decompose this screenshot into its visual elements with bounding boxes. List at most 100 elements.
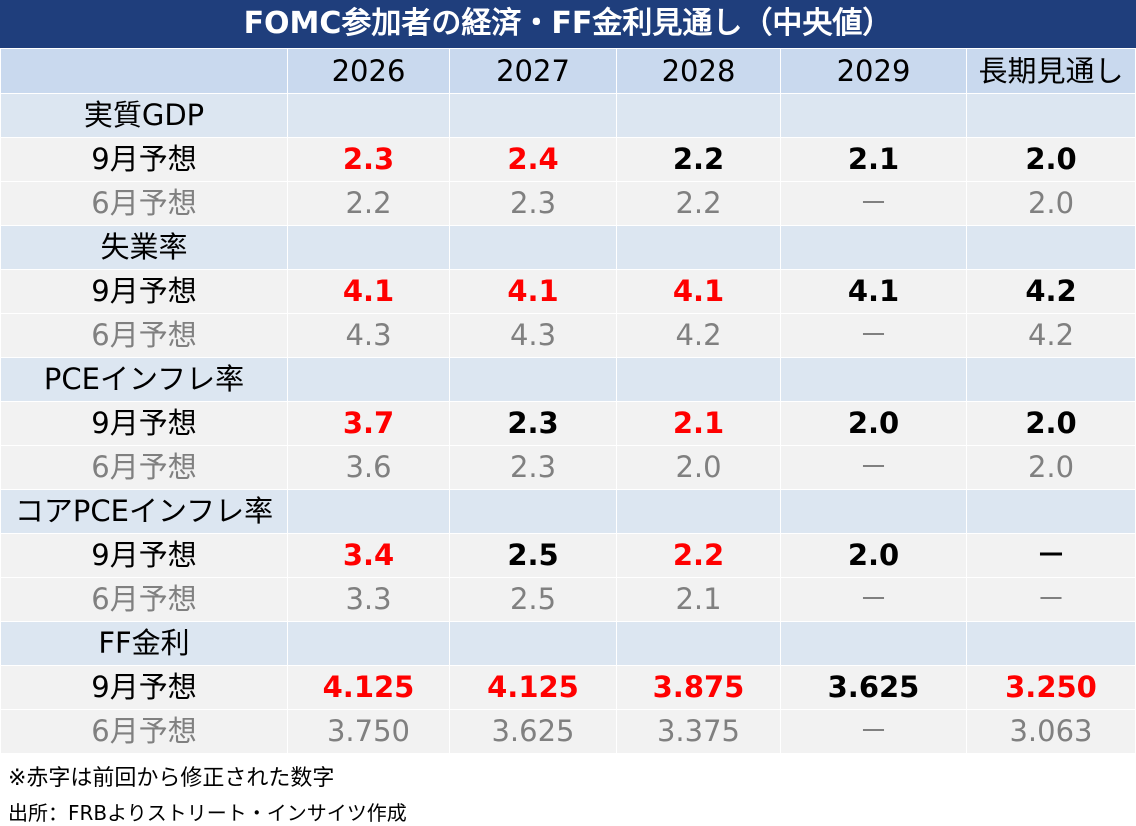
section-row: 失業率 [0,225,1136,270]
value-cell: 2.5 [449,577,617,622]
value-cell: － [780,445,967,490]
empty-cell [966,489,1136,534]
empty-cell [449,93,617,138]
empty-cell [966,621,1136,666]
value-cell: 4.2 [966,313,1136,358]
value-cell: 2.4 [449,137,617,182]
value-cell: 2.0 [616,445,781,490]
data-row: 9月予想 2.3 2.4 2.2 2.1 2.0 [0,137,1136,182]
value-cell: 2.0 [966,445,1136,490]
empty-cell [780,225,967,270]
value-cell: 3.250 [966,665,1136,710]
row-label: 6月予想 [0,181,288,226]
table: 2026 2027 2028 2029 長期見通し 実質GDP 9月予想 2.3 2.4 2.2 2… [0,48,1136,754]
value-cell: 2.5 [449,533,617,578]
value-cell: 3.4 [287,533,450,578]
value-cell: 2.0 [966,401,1136,446]
empty-cell [287,357,450,402]
value-cell: 4.1 [780,269,967,314]
empty-cell [449,621,617,666]
value-cell: 4.2 [966,269,1136,314]
value-cell: － [966,533,1136,578]
data-row: 6月予想 3.3 2.5 2.1 －－ [0,577,1136,622]
section-row: コアPCEインフレ率 [0,489,1136,534]
section-name: PCEインフレ率 [0,357,288,402]
data-row: 6月予想 2.2 2.3 2.2 － 2.0 [0,181,1136,226]
value-cell: 2.0 [966,181,1136,226]
header-cell [0,48,288,94]
value-cell: 2.3 [449,181,617,226]
empty-cell [780,621,967,666]
column-header: 2026 [287,48,450,94]
value-cell: 2.2 [287,181,450,226]
value-cell: 3.750 [287,709,450,754]
value-cell: 2.0 [780,401,967,446]
empty-cell [449,357,617,402]
empty-cell [449,225,617,270]
empty-cell [287,621,450,666]
empty-cell [287,93,450,138]
row-label: 9月予想 [0,269,288,314]
section-name: 実質GDP [0,93,288,138]
empty-cell [449,489,617,534]
value-cell: 2.2 [616,137,781,182]
empty-cell [616,621,781,666]
empty-cell [966,225,1136,270]
value-cell: － [780,577,967,622]
value-cell: － [780,181,967,226]
value-cell: 3.625 [449,709,617,754]
empty-cell [780,93,967,138]
value-cell: 2.2 [616,533,781,578]
data-row: 6月予想 3.750 3.625 3.375 － 3.063 [0,709,1136,754]
source: 出所：FRBよりストリート・インサイツ作成 [8,801,407,825]
value-cell: － [780,313,967,358]
section-row: PCEインフレ率 [0,357,1136,402]
empty-cell [780,357,967,402]
column-header: 2028 [616,48,781,94]
section-row: FF金利 [0,621,1136,666]
row-label: 9月予想 [0,665,288,710]
data-row: 9月予想 3.4 2.5 2.2 2.0 － [0,533,1136,578]
row-label: 6月予想 [0,709,288,754]
value-cell: 3.375 [616,709,781,754]
empty-cell [966,93,1136,138]
empty-cell [616,489,781,534]
row-label: 9月予想 [0,137,288,182]
column-header: 長期見通し [966,48,1136,94]
value-cell: 2.1 [780,137,967,182]
data-row: 9月予想 4.1 4.1 4.1 4.1 4.2 [0,269,1136,314]
value-cell: 4.3 [449,313,617,358]
value-cell: 2.2 [616,181,781,226]
value-cell: 2.3 [449,445,617,490]
note: ※赤字は前回から修正された数字 [8,766,335,791]
data-row: 6月予想 4.3 4.3 4.2 － 4.2 [0,313,1136,358]
value-cell: 2.0 [780,533,967,578]
value-cell: 4.1 [287,269,450,314]
row-label: 6月予想 [0,577,288,622]
empty-cell [780,489,967,534]
section-name: 失業率 [0,225,288,270]
empty-cell [616,93,781,138]
section-name: FF金利 [0,621,288,666]
row-label: 6月予想 [0,313,288,358]
data-row: 9月予想 3.7 2.3 2.1 2.0 2.0 [0,401,1136,446]
column-header: 2027 [449,48,617,94]
value-cell: 4.125 [287,665,450,710]
empty-cell [287,225,450,270]
section-name: コアPCEインフレ率 [0,489,288,534]
data-row: 6月予想 3.6 2.3 2.0 － 2.0 [0,445,1136,490]
empty-cell [616,357,781,402]
value-cell: 3.063 [966,709,1136,754]
value-cell: 4.125 [449,665,617,710]
value-cell: 3.7 [287,401,450,446]
value-cell: 4.3 [287,313,450,358]
value-cell: 2.1 [616,577,781,622]
title: FOMC参加者の経済・FF金利見通し（中央値） [0,0,1136,48]
header-row: 2026 2027 2028 2029 長期見通し [0,48,1136,94]
row-label: 9月予想 [0,401,288,446]
data-row: 9月予想 4.125 4.125 3.875 3.625 3.250 [0,665,1136,710]
row-label: 6月予想 [0,445,288,490]
value-cell: 2.0 [966,137,1136,182]
value-cell: － [780,709,967,754]
